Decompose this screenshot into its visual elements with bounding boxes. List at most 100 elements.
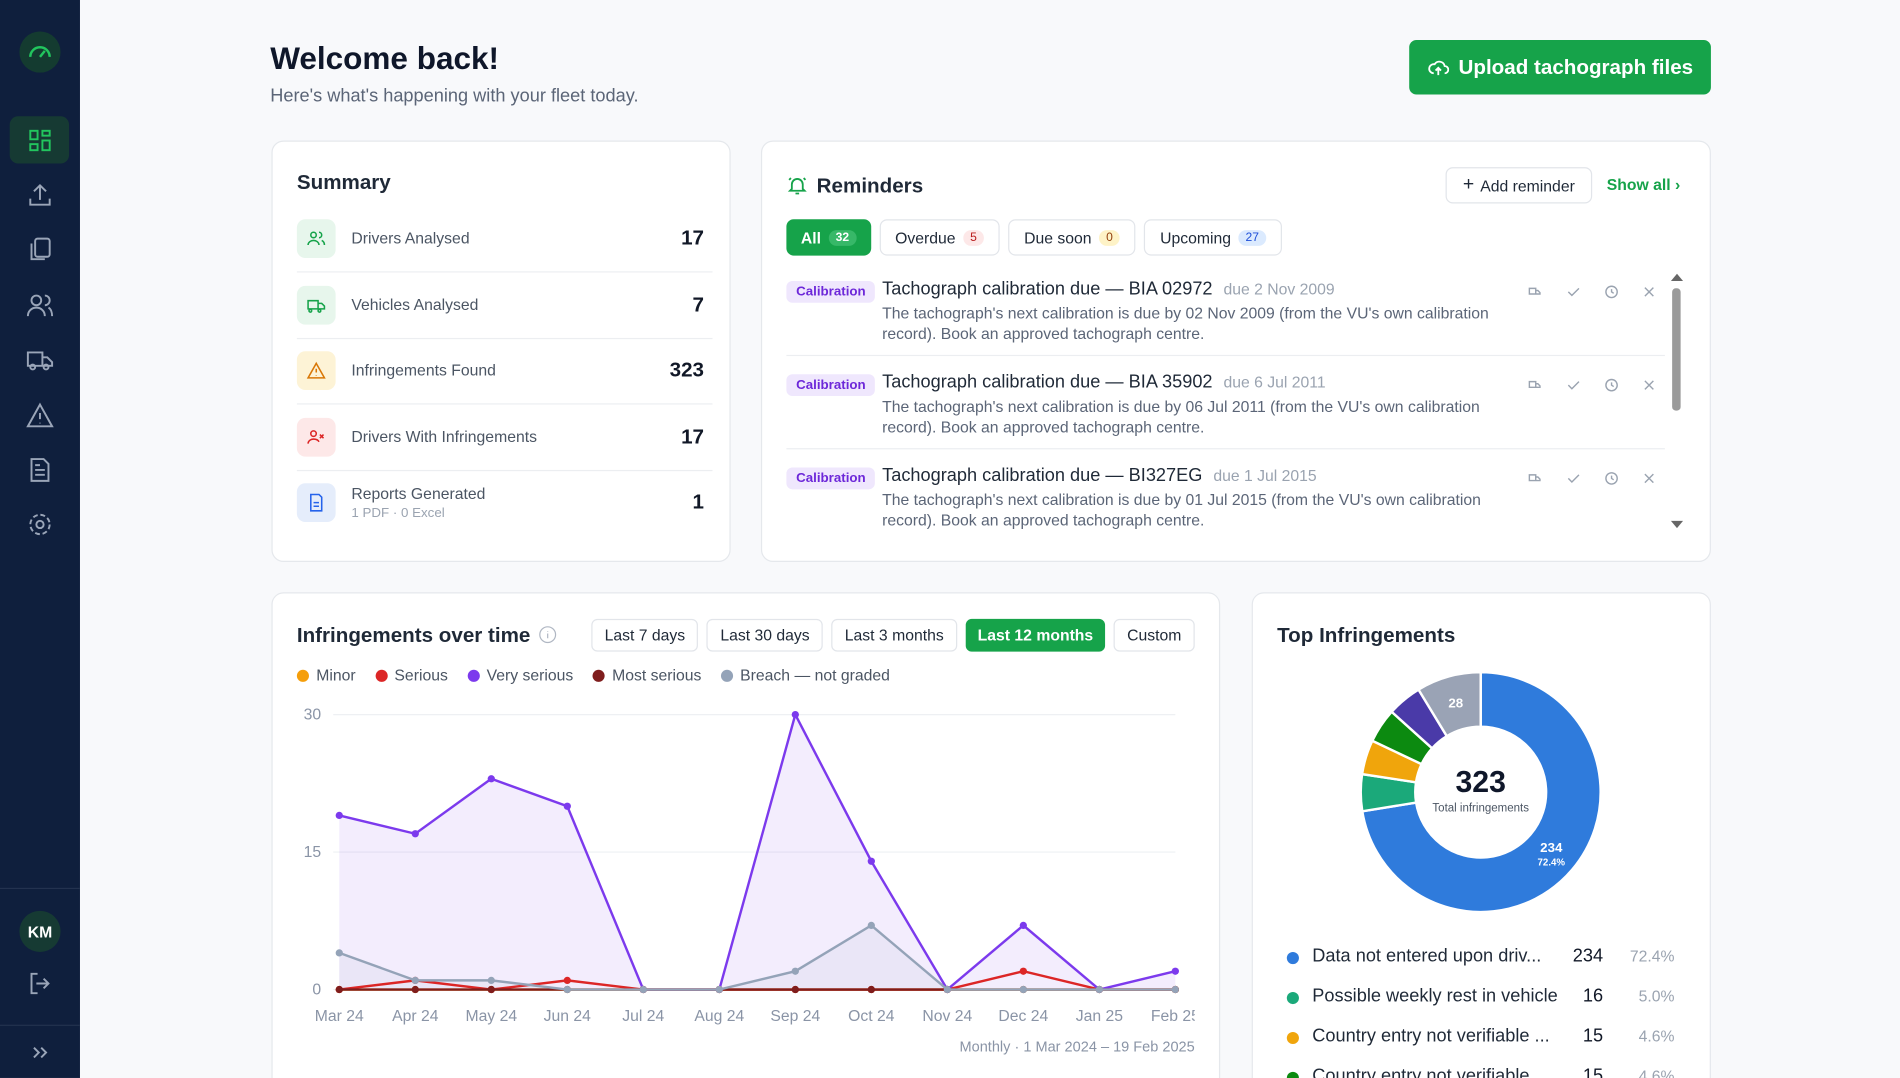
- pie-legend-value: 15: [1582, 1065, 1604, 1078]
- reminder-action[interactable]: [1566, 283, 1583, 300]
- icon-path: [307, 429, 325, 444]
- separator: [786, 448, 1665, 450]
- reminder-action[interactable]: [1641, 377, 1658, 394]
- reminders-card: Reminders + Add reminder Show all › All 32…: [760, 140, 1711, 562]
- nav-vehicles[interactable]: [25, 345, 54, 374]
- icon-path: [310, 493, 323, 512]
- page-title: Welcome back!: [270, 39, 500, 77]
- icon-path: [1644, 287, 1654, 297]
- reminder-due: due 2 Nov 2009: [1223, 279, 1335, 298]
- expand[interactable]: [25, 1038, 54, 1067]
- reminder-action[interactable]: [1528, 283, 1545, 300]
- reminder-action[interactable]: [1603, 283, 1620, 300]
- reminder-action[interactable]: [1528, 377, 1545, 394]
- tab-label: Overdue: [895, 228, 956, 247]
- legend-swatch: [720, 669, 733, 682]
- icon-path: [306, 361, 326, 379]
- legend-item: Breach — not graded: [720, 666, 890, 685]
- summary-label: Reports Generated: [351, 484, 486, 503]
- upload-button[interactable]: Upload tachograph files: [1409, 39, 1711, 95]
- nav-dashboard[interactable]: [25, 126, 54, 155]
- reminder-action[interactable]: [1603, 377, 1620, 394]
- reminder-action[interactable]: [1566, 470, 1583, 487]
- bell-icon: [787, 177, 807, 195]
- reminder-action[interactable]: [1528, 470, 1545, 487]
- icon-path: [1567, 381, 1580, 390]
- icon: [310, 493, 323, 512]
- tab[interactable]: All 32: [786, 219, 871, 256]
- separator: [296, 271, 713, 273]
- reminder-action[interactable]: [1641, 470, 1658, 487]
- nav-upload[interactable]: [25, 180, 54, 209]
- reminder-description: The tachograph's next calibration is due…: [882, 304, 1489, 343]
- pie-legend-swatch: [1286, 952, 1299, 965]
- icon-path: [1644, 380, 1654, 390]
- nav-infringements[interactable]: [25, 401, 54, 430]
- info-icon[interactable]: [538, 625, 557, 644]
- logout[interactable]: [25, 969, 54, 998]
- tab[interactable]: Overdue 5: [879, 219, 1000, 256]
- tab[interactable]: Upcoming 27: [1144, 219, 1283, 256]
- icon-path: [1605, 378, 1618, 392]
- pie-legend-percent: 72.4%: [1629, 947, 1675, 966]
- tab[interactable]: Due soon 0: [1008, 219, 1136, 256]
- reminder-tag: Calibration: [786, 280, 876, 303]
- nav-files[interactable]: [25, 235, 54, 264]
- pie-legend-row: Country entry not verifiable... 15 4.6%: [1286, 1065, 1675, 1078]
- legend-item: Most serious: [592, 666, 701, 684]
- reminder-action[interactable]: [1641, 283, 1658, 300]
- icon-path: [1528, 474, 1541, 482]
- reminder-due: due 1 Jul 2015: [1213, 466, 1317, 485]
- show-all-label: Show all: [1606, 175, 1671, 194]
- sidebar: KM: [0, 0, 80, 1078]
- icon-path: [1528, 380, 1541, 388]
- range-button[interactable]: Custom: [1113, 618, 1195, 652]
- range-button[interactable]: Last 30 days: [706, 618, 823, 652]
- reminder-action[interactable]: [1603, 470, 1620, 487]
- tab-label: Upcoming: [1160, 228, 1232, 247]
- nav-active[interactable]: [9, 116, 70, 164]
- range-button[interactable]: Last 3 months: [831, 618, 958, 652]
- pie-legend-value: 15: [1582, 1025, 1604, 1047]
- reminder-action[interactable]: [1566, 377, 1583, 394]
- summary-card: Summary Drivers Analysed 17 Vehicles Analy…: [271, 140, 731, 562]
- pie-legend-swatch: [1286, 1031, 1299, 1045]
- summary-icon: [296, 417, 336, 457]
- add-reminder[interactable]: + Add reminder: [1445, 167, 1593, 204]
- show-all[interactable]: Show all ›: [1606, 175, 1681, 194]
- range-button[interactable]: Last 7 days: [591, 618, 699, 652]
- reminder: Calibration Tachograph calibration due — …: [786, 279, 1665, 364]
- legend-label: Breach — not graded: [740, 666, 890, 685]
- reminder: Calibration Tachograph calibration due — …: [786, 465, 1664, 550]
- pie-legend-swatch: [1286, 1071, 1299, 1078]
- nav-drivers[interactable]: [25, 291, 54, 320]
- pie-legend-label: Data not entered upon driv...: [1312, 945, 1542, 967]
- avatar[interactable]: KM: [19, 910, 61, 953]
- reminder-title: Tachograph calibration due — BI327EG: [882, 465, 1203, 486]
- summary-value: 17: [681, 424, 704, 448]
- pie-legend-row: Data not entered upon driv... 234 72.4%: [1286, 945, 1675, 970]
- pie-legend-percent: 5.0%: [1638, 987, 1675, 1006]
- reminder-head: Tachograph calibration due — BIA 02972 du…: [882, 279, 1335, 301]
- summary-icon: [296, 351, 336, 391]
- nav-settings[interactable]: [25, 510, 54, 539]
- upload-icon: [1427, 60, 1449, 75]
- summary-title: Summary: [296, 170, 391, 194]
- tabs: All 32 Overdue 5 Due soon 0 Upcoming 27: [786, 219, 1283, 256]
- chart-title: Infringements over time: [296, 623, 531, 647]
- reminders-title: Reminders: [816, 174, 924, 198]
- summary-label: Vehicles Analysed: [351, 294, 479, 314]
- divider: [0, 1024, 80, 1026]
- range-button[interactable]: Last 12 months: [965, 618, 1106, 652]
- pie-card: Top Infringements Data not entered upon …: [1251, 592, 1711, 1078]
- tab-count: 27: [1238, 229, 1267, 246]
- legend-swatch: [375, 669, 388, 682]
- pie-legend-row: Country entry not verifiable ... 15 4.6%: [1286, 1025, 1675, 1050]
- nav-reports[interactable]: [25, 455, 54, 484]
- pie-legend-label: Country entry not verifiable...: [1312, 1065, 1545, 1078]
- icon-path: [1605, 472, 1618, 485]
- pie-legend-percent: 4.6%: [1638, 1067, 1675, 1078]
- pie-legend-label: Country entry not verifiable ...: [1312, 1025, 1550, 1047]
